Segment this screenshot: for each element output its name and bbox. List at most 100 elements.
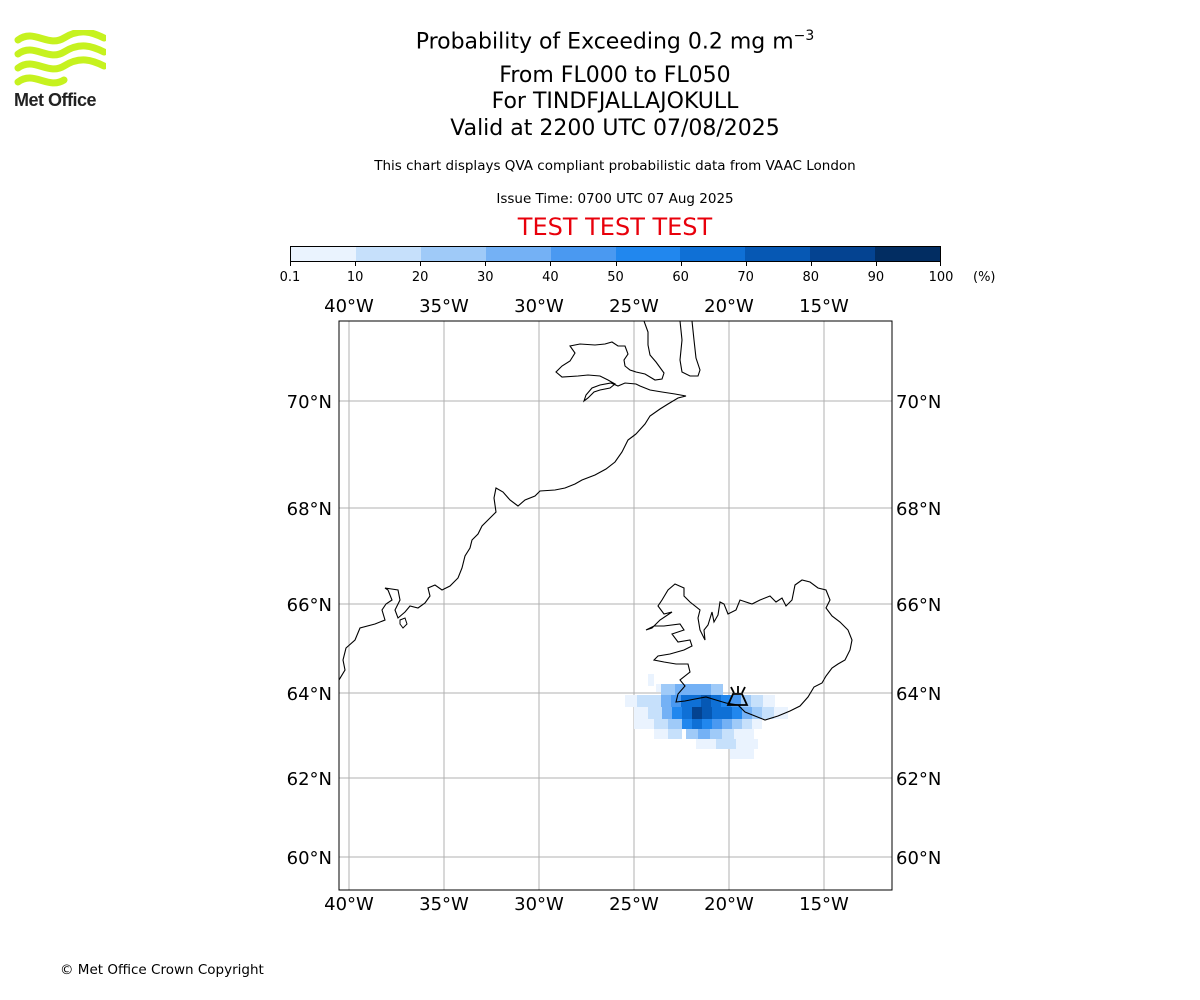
colorbar-tick-label: 0.1 <box>279 270 301 285</box>
probability-cell <box>752 719 762 729</box>
probability-cell <box>691 695 701 707</box>
latitude-label: 60°N <box>896 848 941 869</box>
colorbar-unit: (%) <box>973 270 996 285</box>
greenland-coastline-north <box>679 321 701 377</box>
probability-cell <box>711 684 723 695</box>
colorbar-tick-mark <box>420 262 422 266</box>
colorbar-tick-mark <box>810 262 812 266</box>
probability-cell <box>722 707 732 719</box>
colorbar-tick-label: 60 <box>672 270 689 285</box>
colorbar-segment <box>615 247 681 261</box>
copyright-notice: © Met Office Crown Copyright <box>60 962 264 978</box>
probability-cell <box>736 739 758 749</box>
colorbar-segment <box>291 247 356 261</box>
longitude-label: 35°W <box>419 296 469 317</box>
map-background <box>339 321 892 890</box>
latitude-label: 68°N <box>896 499 941 520</box>
valid-time: Valid at 2200 UTC 07/08/2025 <box>450 116 780 141</box>
longitude-label: 20°W <box>704 894 754 915</box>
probability-cell <box>732 719 742 729</box>
latitude-label: 66°N <box>287 595 332 616</box>
colorbar-tick-mark <box>875 262 877 266</box>
volcano-icon <box>726 686 749 706</box>
probability-cell <box>752 707 762 719</box>
greenland-island <box>399 617 408 629</box>
colorbar-segment <box>810 247 876 261</box>
title-exponent: −3 <box>793 28 815 44</box>
latitude-label: 70°N <box>287 392 332 413</box>
colorbar-tick-label: 40 <box>542 270 559 285</box>
iceland-coastline <box>645 579 853 721</box>
colorbar-tick-label: 50 <box>607 270 624 285</box>
probability-cell <box>751 695 763 707</box>
colorbar-tick-mark <box>290 262 291 266</box>
longitude-label: 30°W <box>514 894 564 915</box>
colorbar-tick-mark <box>680 262 682 266</box>
latitude-label: 64°N <box>896 684 941 705</box>
probability-cell <box>634 707 648 719</box>
colorbar-segment <box>875 247 941 261</box>
probability-cell <box>668 729 682 739</box>
longitude-label: 20°W <box>704 296 754 317</box>
latitude-label: 64°N <box>287 684 332 705</box>
probability-cell <box>702 707 712 719</box>
probability-cell <box>721 695 731 707</box>
colorbar-segment <box>485 247 551 261</box>
colorbar-tick-mark <box>940 262 941 266</box>
axis-labels: 40°W 40°W 35°W 35°W 30°W 30°W 25°W 25°W 20°W 20°W… <box>287 296 942 915</box>
probability-cell <box>648 707 662 719</box>
probability-cell <box>698 729 710 739</box>
colorbar-tick-mark <box>485 262 487 266</box>
longitude-label: 40°W <box>324 296 374 317</box>
probability-cell <box>661 684 675 695</box>
colorbar-tick-label: 80 <box>802 270 820 285</box>
probability-cell <box>763 695 775 707</box>
probability-cell <box>692 707 702 719</box>
flight-level-range: From FL000 to FL050 <box>499 63 731 88</box>
probability-cell <box>710 729 722 739</box>
probability-cell <box>654 719 668 729</box>
probability-cell <box>648 674 654 686</box>
probability-cell <box>637 695 649 707</box>
probability-cell <box>711 695 721 707</box>
probability-cell <box>661 695 671 707</box>
probability-cell <box>634 719 654 729</box>
colorbar-tick-label: 90 <box>867 270 885 285</box>
probability-cell <box>696 739 716 749</box>
probability-cell <box>716 739 736 749</box>
latitude-label: 62°N <box>287 769 332 790</box>
longitude-label: 30°W <box>514 296 564 317</box>
colorbar-tick-label: 70 <box>737 270 754 285</box>
colorbar-tick-mark <box>550 262 552 266</box>
colorbar-tick-mark <box>745 262 747 266</box>
greenland-coastline <box>339 321 687 681</box>
probability-cell <box>712 719 722 729</box>
probability-cell <box>699 684 711 695</box>
latitude-label: 70°N <box>896 392 941 413</box>
probability-cell <box>730 749 754 759</box>
longitude-label: 15°W <box>799 296 849 317</box>
probability-cell <box>675 684 687 695</box>
colorbar-segment <box>420 247 486 261</box>
probability-cell <box>687 684 699 695</box>
latitude-label: 66°N <box>896 595 941 616</box>
probability-cell <box>682 719 692 729</box>
chart-description: This chart displays QVA compliant probab… <box>374 158 856 174</box>
latitude-label: 68°N <box>287 499 332 520</box>
latitude-label: 62°N <box>896 769 941 790</box>
colorbar-tick-label: 100 <box>928 270 954 285</box>
probability-colorbar <box>290 246 941 262</box>
probability-cell <box>649 695 661 707</box>
latitude-label: 60°N <box>287 848 332 869</box>
logo-text: Met Office <box>14 90 97 110</box>
probability-cell <box>654 729 668 739</box>
probability-cell <box>656 684 664 692</box>
probability-cell <box>625 695 637 707</box>
probability-cell <box>722 719 732 729</box>
probability-cell <box>686 729 698 739</box>
longitude-label: 40°W <box>324 894 374 915</box>
colorbar-tick-label: 20 <box>411 270 429 285</box>
probability-cell <box>742 719 752 729</box>
met-office-logo: Met Office <box>14 30 106 112</box>
